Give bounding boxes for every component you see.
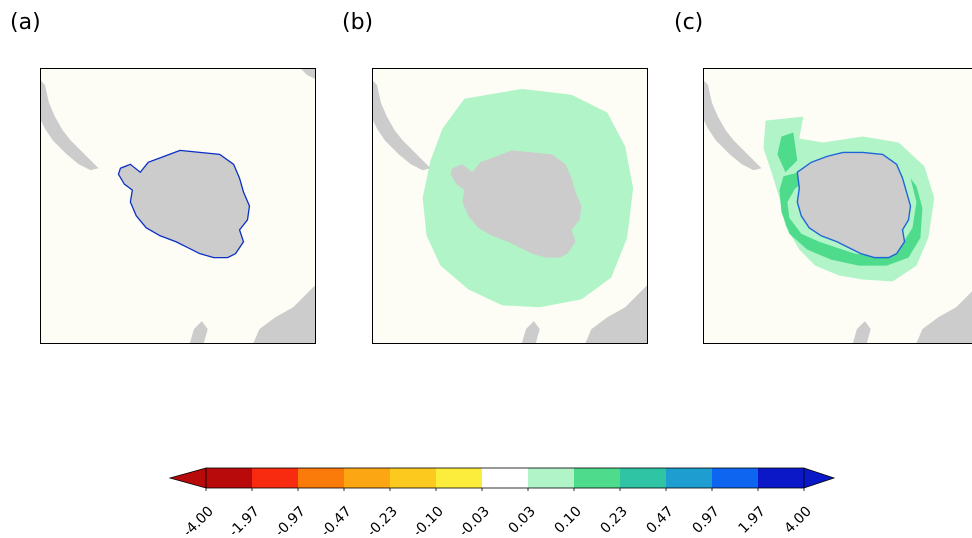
map-panel-b (372, 68, 648, 344)
colorbar-tick-label: 4.00 (781, 504, 814, 534)
colorbar-tick-label: -0.10 (410, 504, 447, 534)
south-america-land (704, 80, 762, 171)
colorbar-segment (206, 468, 253, 488)
colorbar-segment (620, 468, 667, 488)
colorbar-tick-label: -0.97 (272, 504, 309, 534)
map-c-svg (704, 80, 972, 343)
colorbar-segment (390, 468, 437, 488)
colorbar: -4.00 -1.97 -0.97 -0.47 -0.23 -0.10 -0.03 0.03 0… (160, 456, 860, 538)
colorbar-segment (344, 468, 391, 488)
colorbar-tick-label: -0.23 (364, 504, 401, 534)
colorbar-segment (298, 468, 345, 488)
map-panel-c (703, 68, 972, 344)
map-panel-a (40, 68, 316, 344)
antarctica-land (117, 149, 251, 259)
colorbar-tick-label: 1.97 (735, 504, 768, 534)
sea-ice-field-medium (777, 132, 798, 173)
panel-c-label: (c) (674, 10, 704, 35)
panel-b-label: (b) (342, 10, 374, 35)
panel-a-label: (a) (10, 10, 41, 35)
island-land (189, 321, 208, 343)
africa-land-2 (301, 69, 315, 79)
colorbar-tick-label: 0.10 (551, 504, 584, 534)
island-land (852, 321, 871, 343)
colorbar-segment (528, 468, 575, 488)
colorbar-border (205, 467, 805, 489)
colorbar-segment (482, 468, 529, 488)
africa-land (916, 291, 972, 343)
colorbar-tick-label: 0.03 (505, 504, 538, 534)
island-land (521, 321, 540, 343)
antarctica-land (796, 151, 912, 259)
colorbar-tick-label: -1.97 (226, 504, 263, 534)
colorbar-segment (436, 468, 483, 488)
africa-land (253, 285, 315, 343)
africa-land (585, 285, 647, 343)
sea-ice-edge-medium (779, 164, 923, 266)
colorbar-over-extension (803, 467, 836, 489)
colorbar-segment (666, 468, 713, 488)
map-b-svg (373, 80, 647, 343)
colorbar-tick-label: -0.03 (456, 504, 493, 534)
colorbar-segment (574, 468, 621, 488)
colorbar-tick-label: 0.23 (597, 504, 630, 534)
map-a-svg (41, 69, 315, 343)
colorbar-tick-label: 0.97 (689, 504, 722, 534)
colorbar-tick-label: -4.00 (180, 504, 217, 534)
colorbar-tick-label: 0.47 (643, 504, 676, 534)
south-america-land (373, 80, 431, 171)
colorbar-under-extension (168, 467, 207, 489)
colorbar-tick-label: -0.47 (318, 504, 355, 534)
colorbar-svg: -4.00 -1.97 -0.97 -0.47 -0.23 -0.10 -0.03 0.03 0… (168, 467, 836, 538)
colorbar-segment (758, 468, 805, 488)
antarctica-land (450, 150, 582, 258)
colorbar-segment (712, 468, 759, 488)
colorbar-segment (252, 468, 299, 488)
south-america-land (41, 80, 99, 171)
